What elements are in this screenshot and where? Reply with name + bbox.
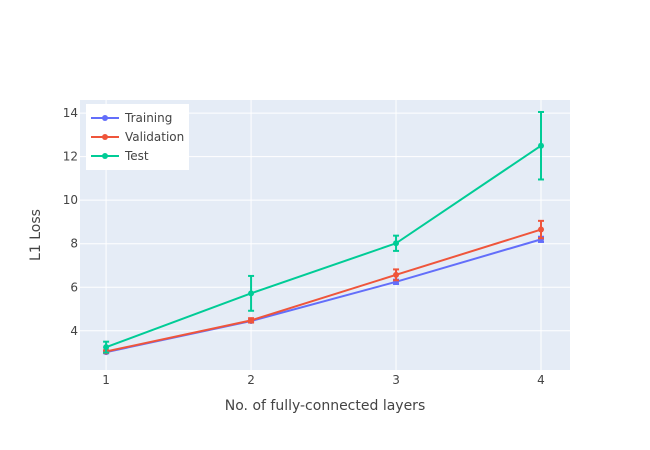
y-axis-ticks: 4 6 8 10 12 14 <box>63 106 78 338</box>
series-line <box>105 228 542 353</box>
y-tick-label: 12 <box>63 150 78 164</box>
y-tick-label: 8 <box>70 237 78 251</box>
x-tick-label: 4 <box>537 373 545 387</box>
data-point <box>103 344 110 351</box>
x-tick-label: 3 <box>392 373 400 387</box>
data-point <box>538 226 545 233</box>
series-layer <box>103 110 545 356</box>
y-tick-label: 6 <box>70 280 78 294</box>
y-axis-title: L1 Loss <box>28 209 44 261</box>
legend-label: Test <box>124 149 149 163</box>
legend-marker <box>102 153 108 159</box>
x-axis-title: No. of fully-connected layers <box>225 398 425 414</box>
legend-label: Validation <box>125 130 184 144</box>
y-tick-label: 10 <box>63 193 78 207</box>
y-tick-label: 4 <box>70 324 78 338</box>
data-point <box>248 290 255 297</box>
x-tick-label: 1 <box>102 373 110 387</box>
legend-marker <box>102 134 108 140</box>
series-test <box>103 110 545 354</box>
data-point <box>248 317 255 324</box>
data-point <box>393 271 400 278</box>
legend-marker <box>102 115 108 121</box>
legend-item-validation: Validation <box>91 130 184 144</box>
x-axis-ticks: 1 2 3 4 <box>102 373 545 387</box>
x-tick-label: 2 <box>247 373 255 387</box>
data-point <box>538 142 545 149</box>
legend-item-training: Training <box>91 111 172 125</box>
series-line <box>105 144 542 349</box>
data-point <box>393 240 400 247</box>
legend-item-test: Test <box>91 149 149 163</box>
legend: Training Validation Test <box>86 104 189 170</box>
y-tick-label: 14 <box>63 106 78 120</box>
legend-label: Training <box>124 111 172 125</box>
